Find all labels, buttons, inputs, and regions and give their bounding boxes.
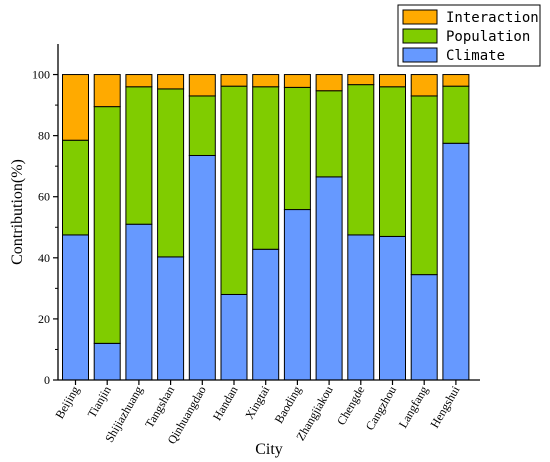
bar-climate-qinhuangdao — [188, 154, 216, 381]
bar-interaction-qinhuangdao — [188, 74, 216, 97]
x-tick-label-hengshui: Hengshui — [427, 383, 462, 430]
y-axis-title: Contribution(%) — [9, 159, 26, 265]
y-tick-label: 40 — [38, 251, 50, 265]
bar-interaction-shijiazhuang — [125, 74, 153, 88]
legend-label-climate: Climate — [446, 48, 505, 64]
y-tick-label: 0 — [44, 373, 50, 387]
y-tick-label: 100 — [32, 68, 50, 82]
bar-climate-langfang — [410, 274, 438, 381]
x-tick-label-xingtai: Xingtai — [242, 383, 272, 422]
bar-interaction-baoding — [283, 74, 311, 88]
bar-population-qinhuangdao — [188, 95, 216, 156]
x-tick-label-tangshan: Tangshan — [142, 384, 177, 431]
bar-climate-handan — [220, 293, 248, 381]
bar-population-zhangjiakou — [315, 90, 343, 178]
bar-population-hengshui — [442, 85, 470, 144]
bar-population-baoding — [283, 86, 311, 211]
y-tick-label: 20 — [38, 312, 50, 326]
bar-climate-zhangjiakou — [315, 176, 343, 381]
bar-interaction-beijing — [62, 74, 89, 141]
bar-interaction-xingtai — [252, 74, 280, 88]
x-tick-label-beijing: Beijing — [52, 384, 82, 422]
bar-climate-tangshan — [157, 256, 185, 381]
legend-label-interaction: Interaction — [446, 10, 539, 26]
x-tick-label-baoding: Baoding — [272, 384, 304, 426]
y-ticks-layer: 0 20 40 60 80 100 — [32, 68, 58, 387]
bar-climate-xingtai — [252, 248, 280, 381]
bar-population-tianjin — [93, 106, 121, 344]
bar-population-handan — [220, 85, 248, 295]
x-tick-label-handan: Handan — [210, 384, 241, 423]
bar-population-shijiazhuang — [125, 86, 153, 225]
y-tick-label: 80 — [38, 129, 50, 143]
bar-interaction-zhangjiakou — [315, 74, 343, 92]
bar-climate-chengde — [347, 234, 375, 381]
bar-interaction-chengde — [347, 74, 375, 86]
bar-interaction-cangzhou — [379, 74, 406, 88]
bar-interaction-langfang — [410, 74, 438, 97]
bar-climate-tianjin — [93, 342, 121, 381]
x-axis-title: City — [255, 441, 283, 458]
bar-population-xingtai — [252, 86, 280, 250]
axes-layer — [57, 44, 480, 381]
bar-climate-baoding — [283, 209, 311, 381]
legend-swatch-interaction — [402, 9, 438, 25]
x-tick-label-chengde: Chengde — [334, 384, 367, 428]
legend-label-population: Population — [446, 29, 530, 45]
bar-population-cangzhou — [379, 86, 406, 237]
bar-population-chengde — [347, 84, 375, 236]
x-tick-label-cangzhou: Cangzhou — [363, 384, 399, 433]
x-ticks-layer: Beijing TianjinShijiazhuangTangshanQinhua… — [52, 380, 463, 446]
bar-interaction-hengshui — [442, 74, 470, 87]
bar-climate-cangzhou — [379, 235, 406, 381]
x-tick-label-tianjin: Tianjin — [85, 384, 114, 421]
bar-population-tangshan — [157, 88, 185, 258]
bar-climate-hengshui — [442, 142, 470, 381]
bar-population-langfang — [410, 95, 438, 276]
legend-swatch-climate — [402, 47, 438, 63]
bars-layer — [62, 74, 470, 381]
bar-interaction-tangshan — [157, 74, 185, 90]
bar-population-beijing — [62, 139, 89, 236]
bar-interaction-tianjin — [93, 74, 121, 108]
y-tick-label: 60 — [38, 190, 50, 204]
bar-climate-beijing — [62, 234, 89, 381]
x-tick-label-langfang: Langfang — [396, 384, 431, 431]
bar-interaction-handan — [220, 74, 248, 87]
legend-swatch-population — [402, 28, 438, 44]
bar-climate-shijiazhuang — [125, 223, 153, 381]
legend: Interaction Population Climate — [397, 4, 541, 67]
